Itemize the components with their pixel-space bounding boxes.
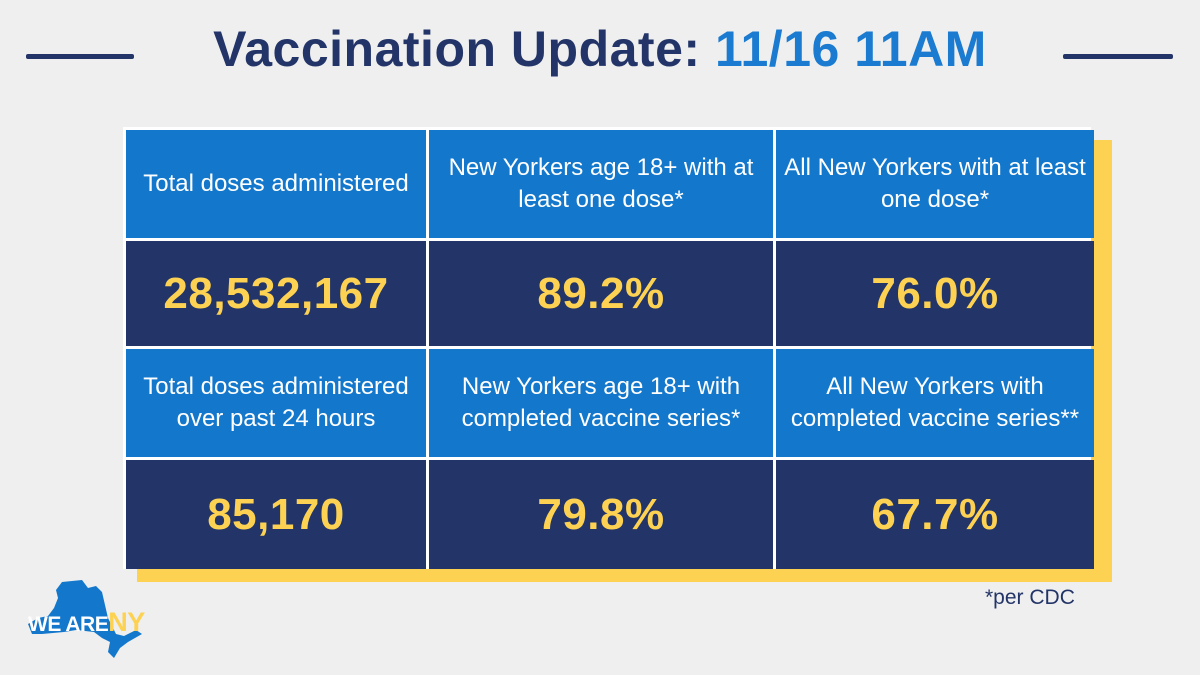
title-rule-right [1063, 54, 1173, 59]
logo-we-are: WE ARE [28, 613, 109, 636]
new-york-state-map-icon [28, 580, 142, 658]
stats-table: Total doses administered New Yorkers age… [123, 127, 1094, 569]
adults-one-dose-label: New Yorkers age 18+ with at least one do… [429, 130, 773, 238]
all-one-dose-label: All New Yorkers with at least one dose* [776, 130, 1094, 238]
total-doses-label: Total doses administered [126, 130, 426, 238]
doses-24h-label: Total doses administered over past 24 ho… [126, 349, 426, 457]
title-main: Vaccination Update: [213, 21, 701, 77]
footnote: *per CDC [985, 586, 1075, 609]
all-completed-label: All New Yorkers with completed vaccine s… [776, 349, 1094, 457]
total-doses-value: 28,532,167 [126, 241, 426, 346]
page-title: Vaccination Update: 11/16 11AM [0, 20, 1200, 78]
adults-one-dose-value: 89.2% [429, 241, 773, 346]
we-are-ny-logo: WE ARENY [28, 607, 145, 638]
all-completed-value: 67.7% [776, 460, 1094, 569]
all-one-dose-value: 76.0% [776, 241, 1094, 346]
logo-ny: NY [108, 607, 145, 637]
adults-completed-label: New Yorkers age 18+ with completed vacci… [429, 349, 773, 457]
title-date: 11/16 11AM [714, 21, 987, 77]
doses-24h-value: 85,170 [126, 460, 426, 569]
title-rule-left [26, 54, 134, 59]
adults-completed-value: 79.8% [429, 460, 773, 569]
